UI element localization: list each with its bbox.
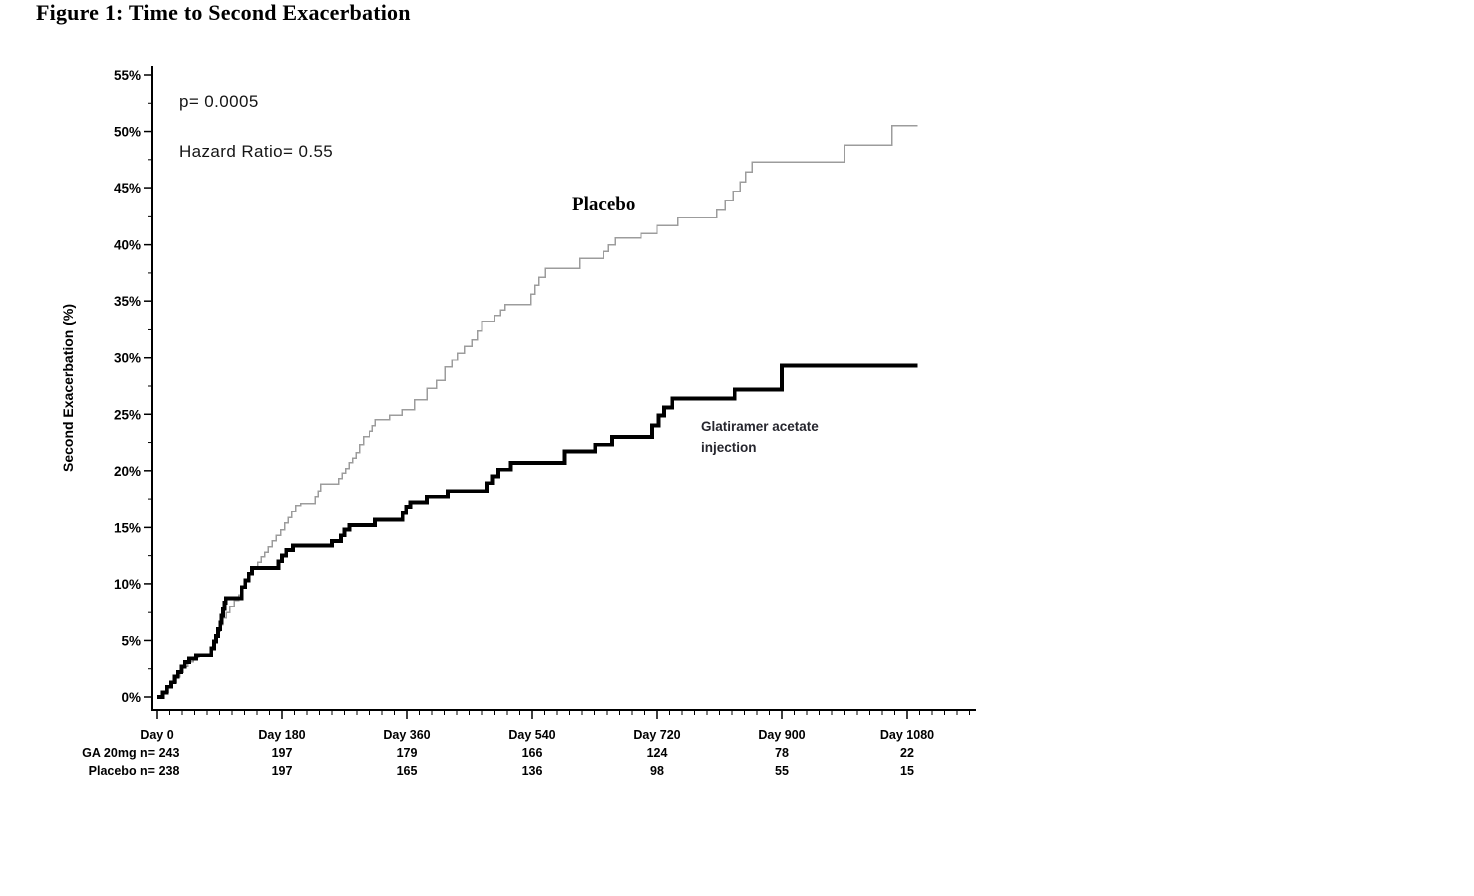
placebo-curve [157, 125, 918, 698]
x-tick-label: Day 1080 [880, 728, 934, 742]
risk-count: 22 [900, 746, 914, 760]
risk-count: 136 [522, 764, 543, 778]
risk-count: 124 [647, 746, 668, 760]
risk-count: 238 [159, 764, 180, 778]
y-tick-label: 35% [114, 294, 141, 309]
risk-row-label: GA 20mg n= [82, 746, 155, 760]
y-tick-label: 55% [114, 68, 141, 83]
hazard-ratio-annotation: Hazard Ratio= 0.55 [179, 142, 334, 161]
risk-count: 197 [272, 746, 293, 760]
risk-count: 55 [775, 764, 789, 778]
y-tick-label: 10% [114, 577, 141, 592]
y-tick-label: 20% [114, 464, 141, 479]
y-tick-label: 5% [121, 633, 141, 648]
risk-row-label: Placebo n= [89, 764, 155, 778]
figure-title: Figure 1: Time to Second Exacerbation [36, 0, 411, 25]
y-tick-label: 15% [114, 520, 141, 535]
y-tick-label: 25% [114, 407, 141, 422]
risk-count: 165 [397, 764, 418, 778]
x-tick-label: Day 360 [383, 728, 430, 742]
risk-count: 197 [272, 764, 293, 778]
glatiramer-series-label: Glatiramer acetate injection [701, 419, 819, 455]
x-tick-label: Day 180 [258, 728, 305, 742]
risk-count: 98 [650, 764, 664, 778]
y-tick-label: 45% [114, 181, 141, 196]
risk-count: 166 [522, 746, 543, 760]
x-tick-label: Day 900 [758, 728, 805, 742]
risk-count: 15 [900, 764, 914, 778]
x-tick-label: Day 0 [140, 728, 173, 742]
x-tick-label: Day 720 [633, 728, 680, 742]
y-tick-label: 50% [114, 125, 141, 140]
y-tick-label: 40% [114, 238, 141, 253]
p-value-annotation: p= 0.0005 [179, 92, 259, 111]
risk-count: 78 [775, 746, 789, 760]
x-tick-label: Day 540 [508, 728, 555, 742]
glatiramer-curve [157, 363, 918, 699]
risk-count: 243 [159, 746, 180, 760]
y-tick-label: 0% [121, 690, 141, 705]
y-tick-label: 30% [114, 351, 141, 366]
risk-count: 179 [397, 746, 418, 760]
placebo-series-label: Placebo [572, 194, 636, 215]
